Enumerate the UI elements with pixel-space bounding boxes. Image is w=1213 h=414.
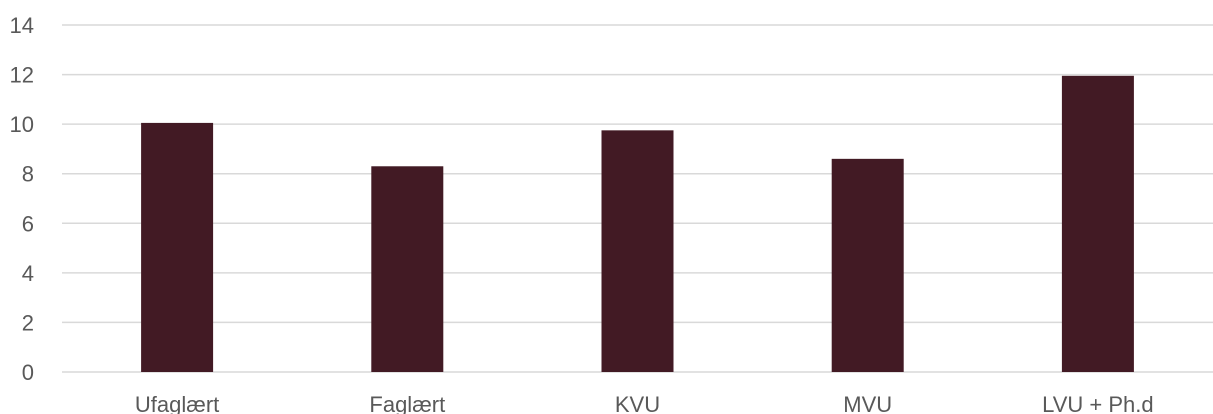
- bar-lvu-ph-d: [1061, 75, 1134, 372]
- x-tick-label: LVU + Ph.d: [1042, 392, 1154, 414]
- y-tick-label: 8: [22, 162, 34, 187]
- bar-mvu: [831, 158, 904, 372]
- y-tick-label: 4: [22, 261, 34, 286]
- x-tick-label: Faglært: [369, 392, 445, 414]
- bar-faglært: [371, 166, 444, 372]
- bar-ufaglært: [141, 122, 214, 373]
- y-tick-label: 10: [10, 112, 34, 137]
- y-tick-label: 6: [22, 211, 34, 236]
- x-tick-label: KVU: [615, 392, 660, 414]
- y-tick-label: 12: [10, 63, 34, 88]
- y-tick-label: 2: [22, 310, 34, 335]
- y-tick-label: 0: [22, 360, 34, 385]
- x-axis: Ufaglært Faglært KVU MVU LVU + Ph.d: [135, 392, 1154, 414]
- bars: [141, 75, 1134, 373]
- x-tick-label: MVU: [843, 392, 892, 414]
- y-tick-label: 14: [10, 13, 34, 38]
- bar-kvu: [601, 130, 674, 372]
- x-tick-label: Ufaglært: [135, 392, 219, 414]
- y-axis: 0 2 4 6 8 10 12 14: [10, 13, 34, 385]
